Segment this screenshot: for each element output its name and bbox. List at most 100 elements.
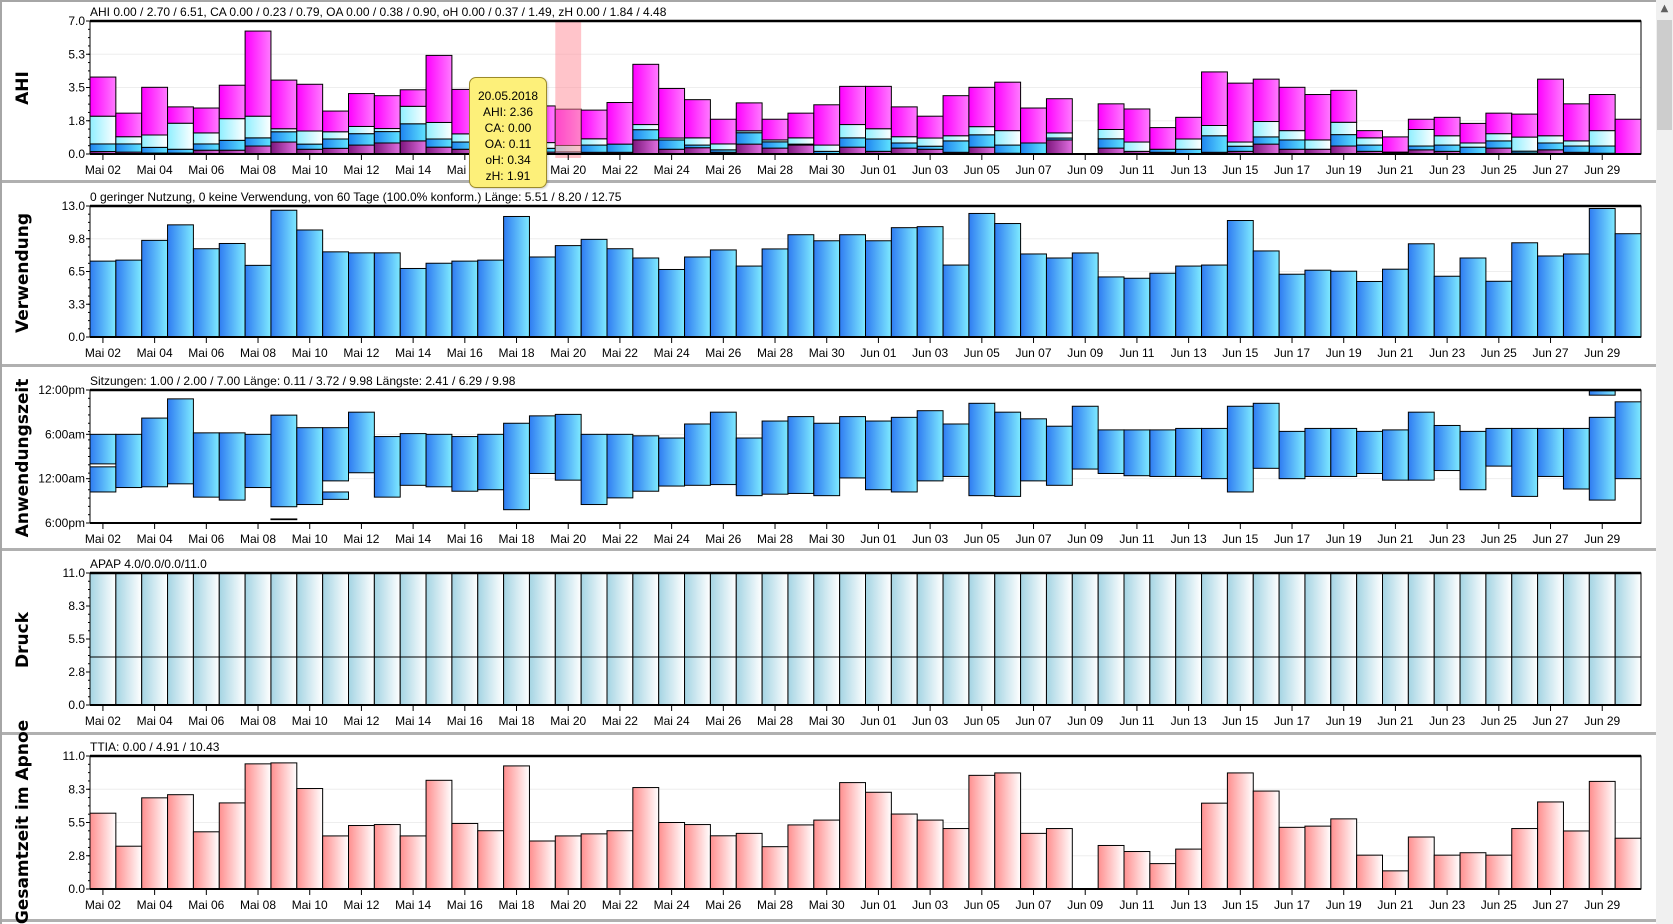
x-tick-label: Mai 28 <box>757 532 793 546</box>
x-tick-label: Jun 15 <box>1222 532 1258 546</box>
pressure-bar <box>1071 572 1099 706</box>
ahi-bar-zh-segment <box>1201 71 1228 126</box>
session-bar <box>1356 430 1384 474</box>
pressure-bar <box>787 572 815 706</box>
ahi-bar-oa-segment <box>1201 135 1228 153</box>
y-tick-label: 12:00am <box>38 472 85 486</box>
ahi-bar-zh-segment <box>1097 103 1125 130</box>
ttia-bar <box>1459 852 1487 890</box>
ttia-bar <box>1562 830 1590 890</box>
usage-summary-header: 0 geringer Nutzung, 0 keine Verwendung, … <box>90 190 622 204</box>
ahi-bar-zh-segment <box>1511 113 1539 138</box>
usage-bar <box>1459 257 1487 338</box>
x-tick-label: Mai 26 <box>705 163 741 177</box>
x-tick-label: Mai 10 <box>292 163 328 177</box>
ahi-bar-oa-segment <box>1485 140 1513 149</box>
x-tick-label: Jun 29 <box>1584 163 1620 177</box>
ahi-bar-oa-segment <box>761 141 789 149</box>
vertical-scrollbar[interactable]: ▲ <box>1656 0 1673 924</box>
x-tick-label: Jun 01 <box>860 163 896 177</box>
ahi-bar-zh-segment <box>916 115 944 139</box>
ahi-bar-oa-segment <box>994 144 1022 154</box>
session-bar <box>399 433 427 486</box>
ahi-bar-oh-segment <box>890 136 918 144</box>
x-tick-label: Mai 12 <box>343 346 379 360</box>
y-tick-label: 2.8 <box>68 849 85 863</box>
x-tick-label: Jun 11 <box>1119 163 1154 177</box>
pressure-bar <box>1149 572 1177 706</box>
x-tick-label: Jun 11 <box>1119 532 1154 546</box>
pressure-bar <box>244 572 272 706</box>
x-tick-label: Jun 29 <box>1584 714 1620 728</box>
pressure-bar <box>1226 572 1254 706</box>
x-tick-label: Jun 01 <box>860 346 896 360</box>
session-bar <box>373 436 401 498</box>
session-bar <box>1201 427 1228 480</box>
ahi-bar-oh-segment <box>865 128 892 140</box>
ahi-bar-oa-segment <box>1226 145 1254 152</box>
ttia-bar <box>1045 828 1073 890</box>
pressure-bar <box>1045 572 1073 706</box>
x-tick-label: Jun 07 <box>1016 532 1052 546</box>
ahi-bar-zh-segment <box>942 95 970 137</box>
pressure-bar <box>322 572 349 706</box>
ahi-bar-oa-segment <box>1588 145 1616 154</box>
ahi-bar-oh-segment <box>141 134 169 148</box>
panel-separator[interactable] <box>0 364 1656 367</box>
ahi-bar-oa-segment <box>218 139 246 151</box>
usage-bar <box>890 227 918 338</box>
x-tick-label: Mai 18 <box>499 532 535 546</box>
x-tick-label: Mai 30 <box>809 163 845 177</box>
panel-separator[interactable] <box>0 732 1656 735</box>
pressure-bar <box>580 572 608 706</box>
x-tick-label: Mai 04 <box>137 898 173 912</box>
ttia-bar <box>1330 818 1358 890</box>
ahi-bar-oh-segment <box>296 130 324 145</box>
scrollbar-thumb[interactable] <box>1657 20 1672 130</box>
usage-bar <box>1201 264 1228 338</box>
x-tick-label: Jun 01 <box>860 898 896 912</box>
usage-bar <box>1226 220 1254 338</box>
ahi-bar-ca-segment <box>1045 139 1073 155</box>
session-bar <box>1123 429 1151 477</box>
ahi-bar-zh-segment <box>787 112 815 139</box>
x-tick-label: Jun 11 <box>1119 346 1154 360</box>
ttia-bar <box>839 782 867 890</box>
x-tick-label: Mai 26 <box>705 714 741 728</box>
x-tick-label: Jun 15 <box>1222 163 1258 177</box>
usage-bar <box>89 260 117 338</box>
ahi-bar-ca-segment <box>348 144 375 155</box>
panel-separator[interactable] <box>0 180 1656 183</box>
pressure-bar <box>554 572 582 706</box>
x-tick-label: Mai 22 <box>602 163 638 177</box>
session-bar <box>1537 427 1564 477</box>
pressure-bar <box>890 572 918 706</box>
scroll-up-arrow-icon[interactable]: ▲ <box>1660 3 1669 14</box>
x-tick-label: Mai 08 <box>240 163 276 177</box>
session-bar <box>348 411 375 474</box>
pressure-bar <box>916 572 944 706</box>
panel-separator[interactable] <box>0 548 1656 551</box>
x-tick-label: Jun 05 <box>964 714 1000 728</box>
ahi-bar-oa-segment <box>322 138 349 149</box>
x-tick-label: Jun 13 <box>1171 346 1207 360</box>
usage-bar <box>1278 273 1306 338</box>
ttia-bar <box>684 824 711 890</box>
x-tick-label: Mai 22 <box>602 532 638 546</box>
pressure-bar <box>1614 572 1642 706</box>
ahi-bar-oa-segment <box>839 137 867 148</box>
pressure-bar <box>839 572 867 706</box>
usage-bar <box>580 238 608 338</box>
ahi-bar-zh-segment <box>580 109 608 140</box>
ahi-bar-oh-segment <box>1123 141 1151 152</box>
ttia-bar <box>503 765 530 890</box>
usage-bar <box>373 252 401 338</box>
usage-bar <box>942 264 970 338</box>
x-tick-label: Mai 06 <box>188 346 224 360</box>
ahi-bar-oa-segment <box>735 132 763 145</box>
ttia-bar <box>167 794 194 890</box>
panel-separator <box>0 0 1656 2</box>
usage-bar <box>632 257 660 338</box>
ahi-bar-oa-segment <box>373 131 401 144</box>
pressure-bar <box>1278 572 1306 706</box>
